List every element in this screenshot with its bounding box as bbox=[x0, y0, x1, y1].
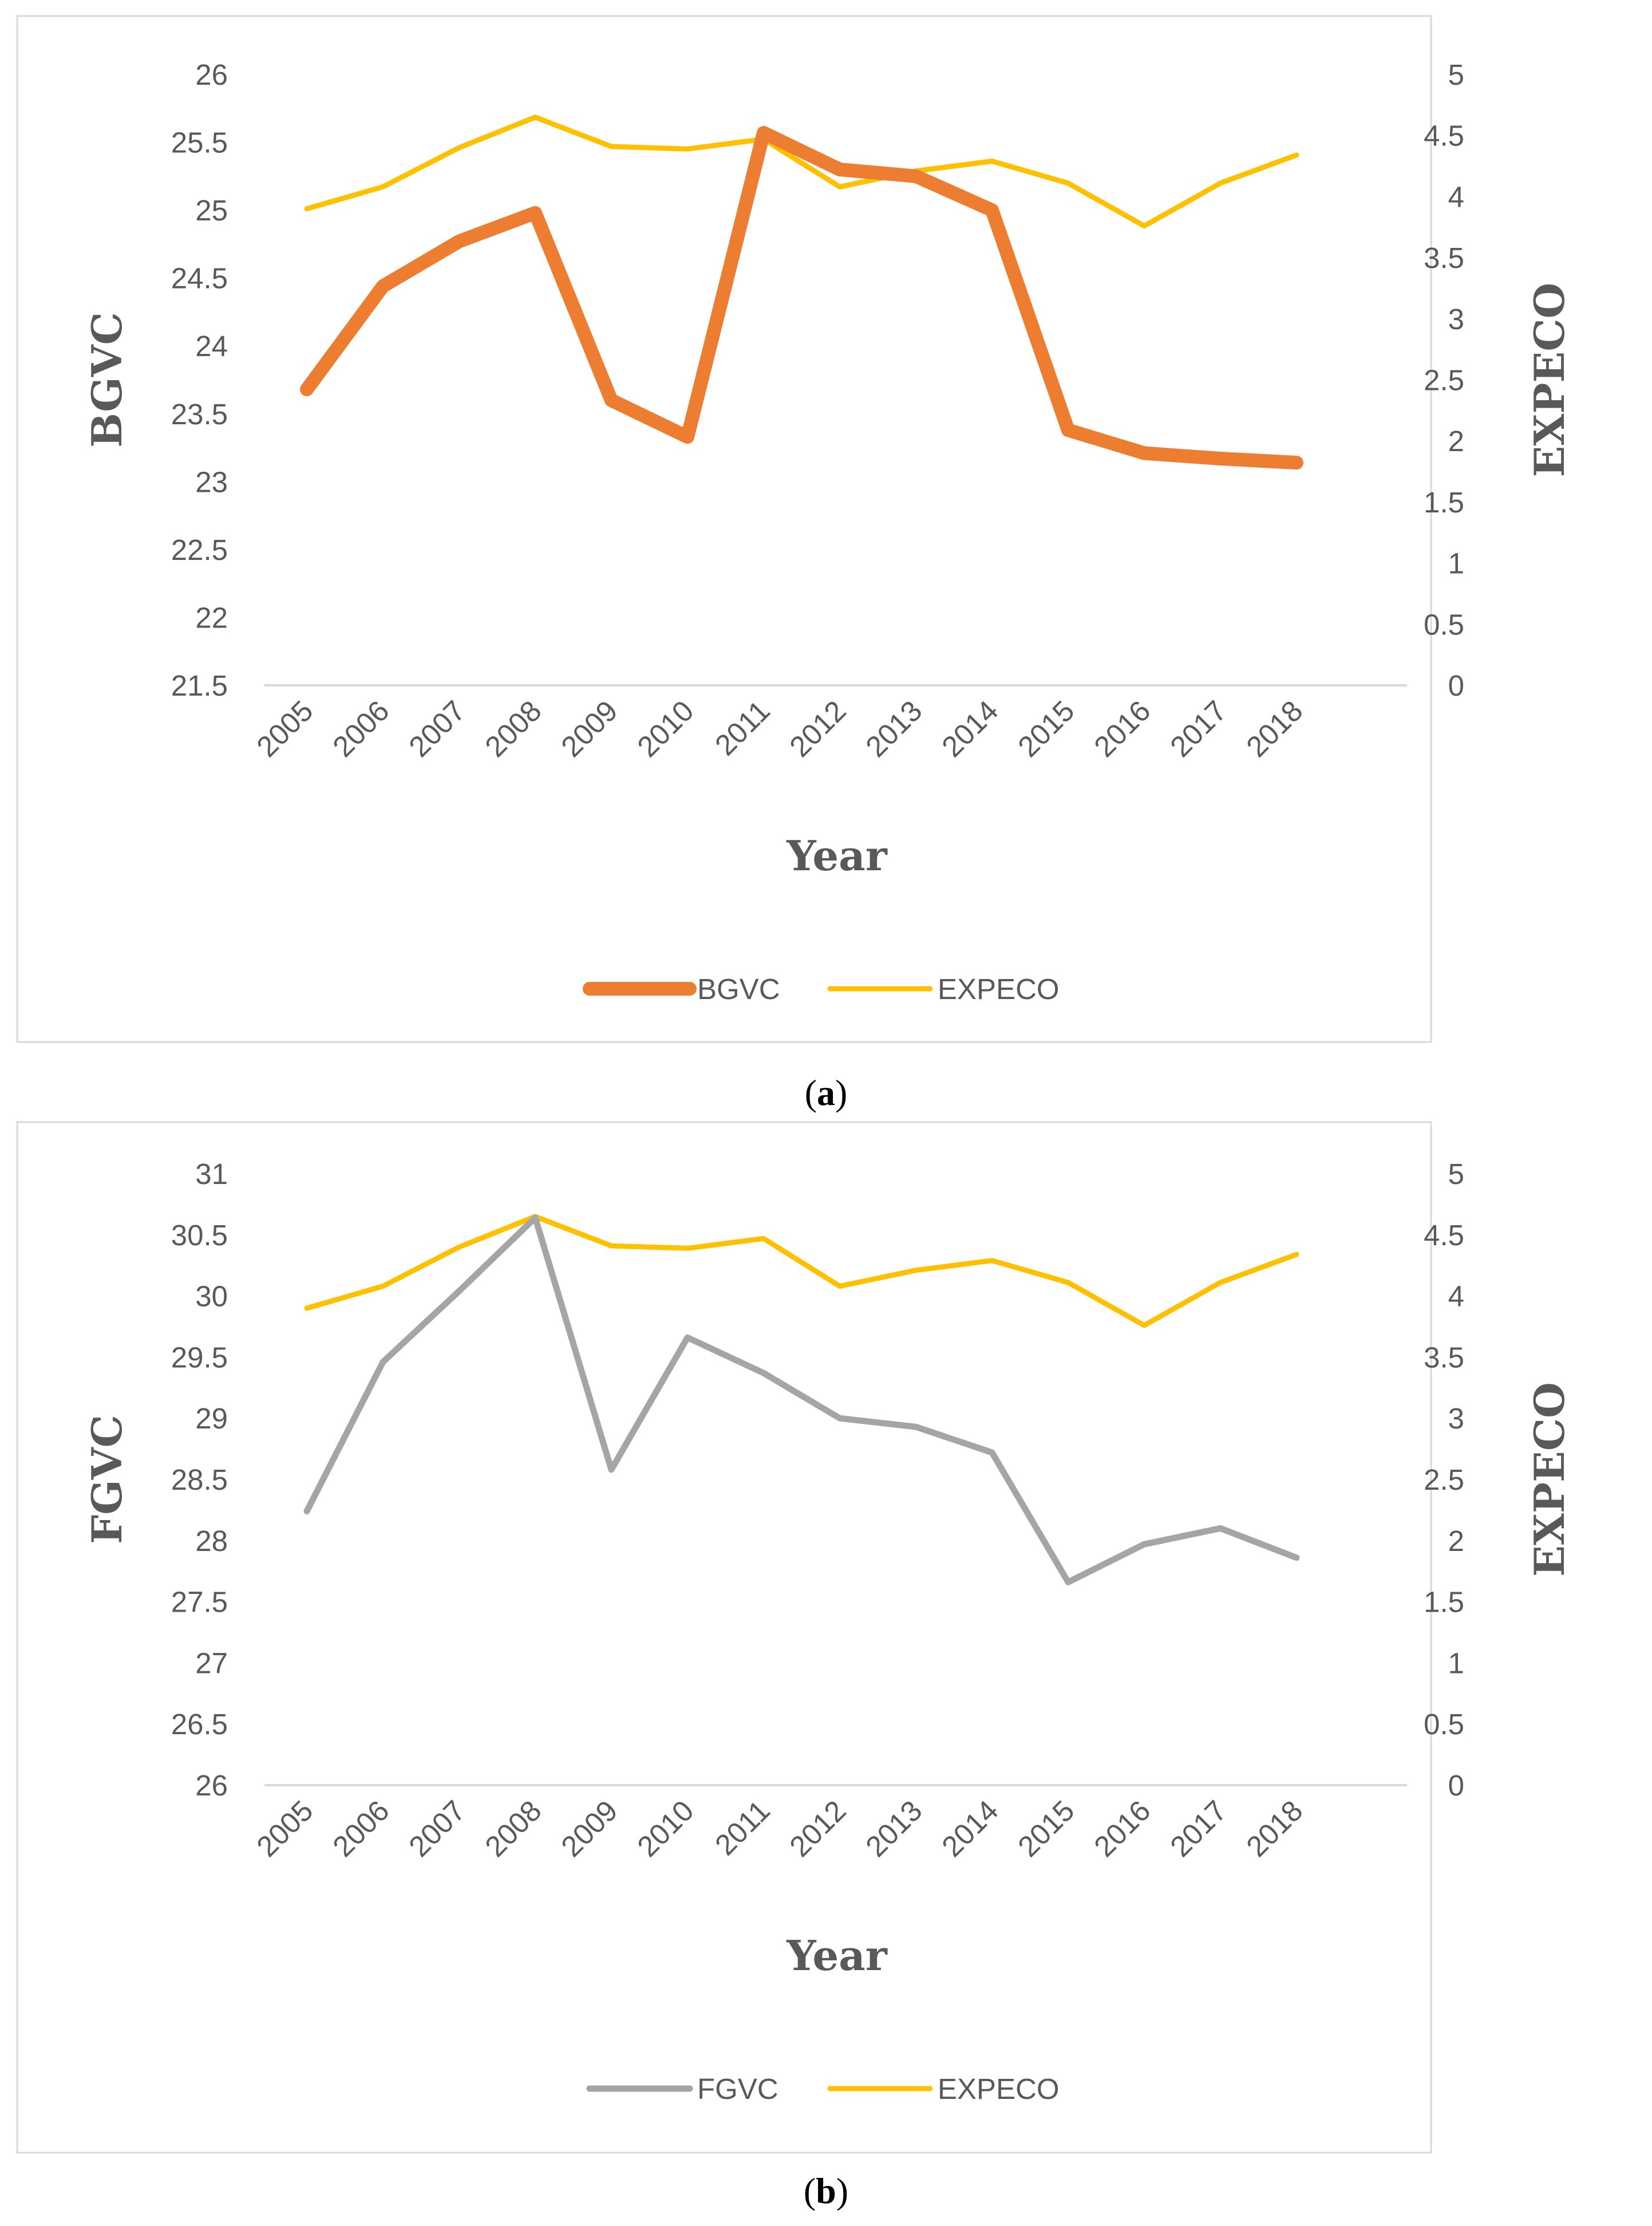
left-y-tick-label: 24 bbox=[195, 330, 228, 362]
left-y-tick-label: 23.5 bbox=[171, 398, 228, 431]
series-line-fgvc bbox=[303, 1214, 1300, 1585]
chart-frame bbox=[16, 15, 1432, 1043]
right-y-tick-label: 1.5 bbox=[1424, 1586, 1464, 1619]
right-y-axis-title: EXPECO bbox=[1525, 283, 1574, 477]
left-y-tick-label: 30.5 bbox=[171, 1219, 228, 1252]
left-y-tick-label: 22 bbox=[195, 601, 228, 634]
chart-frame bbox=[16, 1121, 1432, 2154]
left-y-tick-label: 22.5 bbox=[171, 534, 228, 566]
right-y-tick-label: 1 bbox=[1448, 1647, 1464, 1679]
right-y-tick-label: 1.5 bbox=[1424, 486, 1464, 519]
series-line-bgvc bbox=[300, 126, 1303, 470]
left-y-tick-label: 30 bbox=[195, 1280, 228, 1313]
left-y-axis-title: BGVC bbox=[82, 312, 131, 448]
left-y-tick-label: 27.5 bbox=[171, 1586, 228, 1619]
series-line-expeco bbox=[304, 1214, 1299, 1328]
right-y-tick-label: 4 bbox=[1448, 180, 1464, 213]
right-y-tick-label: 3 bbox=[1448, 303, 1464, 336]
right-y-tick-label: 4 bbox=[1448, 1280, 1464, 1313]
left-y-tick-label: 27 bbox=[195, 1647, 228, 1679]
left-y-tick-label: 21.5 bbox=[171, 669, 228, 702]
right-y-tick-label: 2.5 bbox=[1424, 1463, 1464, 1496]
right-y-tick-label: 0.5 bbox=[1424, 608, 1464, 641]
right-y-tick-label: 2 bbox=[1448, 1525, 1464, 1557]
left-y-tick-label: 28 bbox=[195, 1525, 228, 1557]
right-y-tick-label: 2 bbox=[1448, 425, 1464, 457]
legend-label-expeco: EXPECO bbox=[938, 973, 1060, 1005]
left-y-tick-label: 24.5 bbox=[171, 262, 228, 295]
panel-caption: (a) bbox=[805, 1072, 848, 1113]
left-y-tick-label: 25.5 bbox=[171, 127, 228, 159]
legend-label-bgvc: BGVC bbox=[697, 973, 780, 1005]
right-y-tick-label: 3.5 bbox=[1424, 1341, 1464, 1374]
chart-panel-b: 3130.53029.52928.52827.52726.52654.543.5… bbox=[16, 1121, 1574, 2211]
right-y-tick-label: 5 bbox=[1448, 58, 1464, 91]
legend-label-fgvc: FGVC bbox=[697, 2073, 778, 2105]
chart-panel-a: 2625.52524.52423.52322.52221.554.543.532… bbox=[16, 15, 1574, 1113]
left-y-tick-label: 26 bbox=[195, 58, 228, 91]
left-y-tick-label: 26.5 bbox=[171, 1708, 228, 1740]
left-y-tick-label: 26 bbox=[195, 1769, 228, 1802]
legend-label-expeco: EXPECO bbox=[938, 2073, 1060, 2105]
left-y-tick-label: 29.5 bbox=[171, 1341, 228, 1374]
left-y-tick-label: 23 bbox=[195, 465, 228, 498]
right-y-tick-label: 5 bbox=[1448, 1158, 1464, 1190]
right-y-tick-label: 1 bbox=[1448, 547, 1464, 580]
left-y-axis-title: FGVC bbox=[82, 1415, 131, 1544]
left-y-tick-label: 25 bbox=[195, 194, 228, 227]
x-axis-title: Year bbox=[786, 831, 888, 880]
left-y-tick-label: 28.5 bbox=[171, 1463, 228, 1496]
right-y-tick-label: 0 bbox=[1448, 1769, 1464, 1802]
right-y-tick-label: 2.5 bbox=[1424, 364, 1464, 397]
right-y-tick-label: 4.5 bbox=[1424, 120, 1464, 152]
series-line-expeco bbox=[304, 115, 1299, 229]
left-y-tick-label: 31 bbox=[195, 1158, 228, 1190]
right-y-tick-label: 4.5 bbox=[1424, 1219, 1464, 1252]
right-y-tick-label: 0 bbox=[1448, 669, 1464, 702]
right-y-axis-title: EXPECO bbox=[1525, 1382, 1574, 1577]
right-y-tick-label: 0.5 bbox=[1424, 1708, 1464, 1740]
left-y-tick-label: 29 bbox=[195, 1402, 228, 1435]
right-y-tick-label: 3 bbox=[1448, 1402, 1464, 1435]
right-y-tick-label: 3.5 bbox=[1424, 242, 1464, 274]
panel-caption: (b) bbox=[804, 2170, 848, 2211]
x-axis-title: Year bbox=[786, 1931, 888, 1980]
